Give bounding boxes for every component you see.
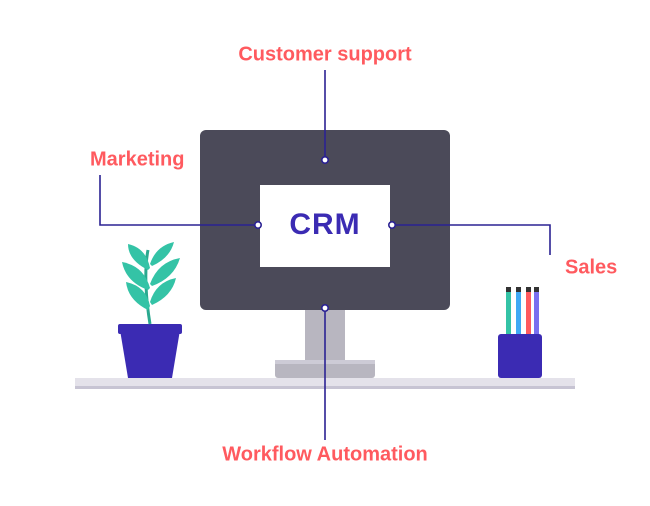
label-customer-support: Customer support <box>238 44 411 67</box>
crm-center-text: CRM <box>289 208 360 242</box>
label-sales: Sales <box>565 257 617 280</box>
label-workflow-automation: Workflow Automation <box>222 444 428 467</box>
crm-infographic <box>0 0 650 506</box>
label-marketing: Marketing <box>90 149 184 172</box>
